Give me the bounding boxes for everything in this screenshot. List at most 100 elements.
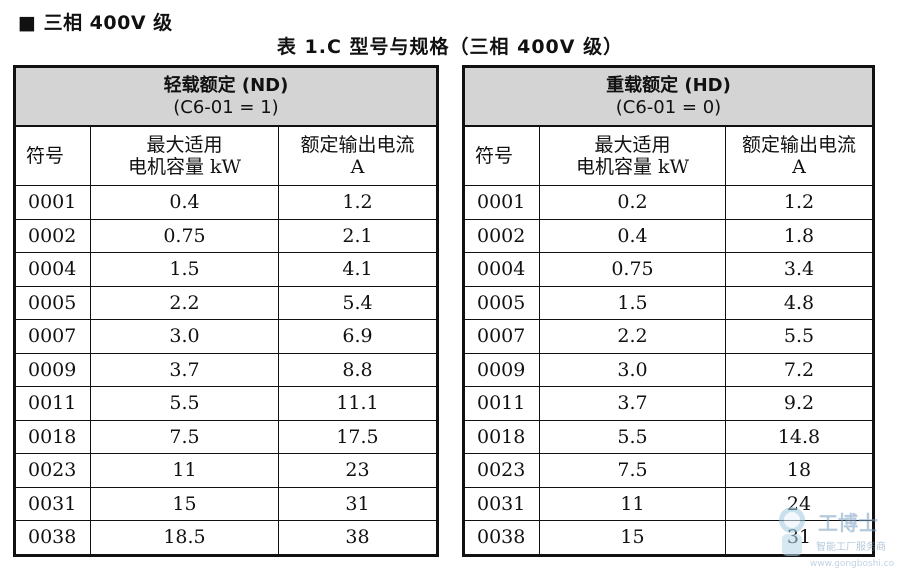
cell-rated-current: 17.5 xyxy=(278,419,438,454)
cell-rated-current: 1.2 xyxy=(278,185,438,220)
cell-model: 0011 xyxy=(14,386,91,421)
table-row: 0002 0.75 2.1 xyxy=(14,218,438,253)
table-row: 0023 11 23 xyxy=(14,453,438,488)
cell-rated-current: 1.2 xyxy=(725,185,874,220)
cell-motor-kw: 15 xyxy=(539,520,726,556)
nd-header-title: 轻载额定 (ND) xyxy=(163,74,289,96)
cell-motor-kw: 2.2 xyxy=(90,285,279,320)
col-header-motor-line2: 电机容量 kW xyxy=(575,156,690,178)
table-row: 0001 0.4 1.2 xyxy=(14,185,438,220)
hd-table-body: 0001 0.2 1.2 0002 0.4 1.8 0004 0.75 3.4 0005 1.5 4.… xyxy=(463,185,874,556)
watermark-brand: 工博士 xyxy=(818,511,878,535)
cell-motor-kw: 0.75 xyxy=(539,252,726,287)
table-row: 0001 0.2 1.2 xyxy=(463,185,874,220)
table-row: 0009 3.0 7.2 xyxy=(463,352,874,387)
table-row: 0002 0.4 1.8 xyxy=(463,218,874,253)
cell-motor-kw: 11 xyxy=(539,486,726,521)
cell-motor-kw: 1.5 xyxy=(90,252,279,287)
hd-table-header: 重载额定 (HD) (C6-01 = 0) xyxy=(463,66,874,127)
cell-model: 0005 xyxy=(463,285,540,320)
cell-model: 0038 xyxy=(14,520,91,556)
cell-motor-kw: 7.5 xyxy=(90,419,279,454)
cell-rated-current: 14.8 xyxy=(725,419,874,454)
col-header-current-line1: 额定输出电流 xyxy=(300,134,415,156)
col-header-current-line2: A xyxy=(350,156,365,178)
table-row: 0038 18.5 38 xyxy=(14,520,438,556)
cell-model: 0023 xyxy=(463,453,540,488)
col-header-rated-current: 额定输出电流 A xyxy=(725,125,874,186)
table-row: 0011 5.5 11.1 xyxy=(14,386,438,421)
cell-rated-current: 4.8 xyxy=(725,285,874,320)
cell-rated-current: 5.5 xyxy=(725,319,874,354)
table-row: 0004 0.75 3.4 xyxy=(463,252,874,287)
cell-model: 0007 xyxy=(14,319,91,354)
cell-model: 0004 xyxy=(463,252,540,287)
table-row: 0005 1.5 4.8 xyxy=(463,285,874,320)
cell-motor-kw: 1.5 xyxy=(539,285,726,320)
cell-rated-current: 31 xyxy=(278,486,438,521)
cell-model: 0009 xyxy=(14,352,91,387)
cell-model: 0031 xyxy=(14,486,91,521)
cell-motor-kw: 0.75 xyxy=(90,218,279,253)
cell-rated-current: 3.4 xyxy=(725,252,874,287)
cell-model: 0005 xyxy=(14,285,91,320)
watermark-tagline: 智能工厂服务商 xyxy=(816,540,886,553)
cell-model: 0031 xyxy=(463,486,540,521)
col-header-motor-line2: 电机容量 kW xyxy=(127,156,242,178)
cell-motor-kw: 15 xyxy=(90,486,279,521)
table-row: 0011 3.7 9.2 xyxy=(463,386,874,421)
cell-model: 0011 xyxy=(463,386,540,421)
cell-motor-kw: 3.7 xyxy=(90,352,279,387)
cell-model: 0001 xyxy=(463,185,540,220)
section-heading: ■ 三相 400V 级 xyxy=(18,12,173,34)
cell-rated-current: 1.8 xyxy=(725,218,874,253)
table-row: 0018 7.5 17.5 xyxy=(14,419,438,454)
cell-model: 0002 xyxy=(14,218,91,253)
cell-motor-kw: 0.2 xyxy=(539,185,726,220)
cell-rated-current: 38 xyxy=(278,520,438,556)
table-row: 0007 3.0 6.9 xyxy=(14,319,438,354)
cell-motor-kw: 5.5 xyxy=(539,419,726,454)
col-header-motor-line1: 最大适用 xyxy=(146,134,223,156)
watermark-logo: 工博士 智能工厂服务商 www.gongboshi.com xyxy=(779,507,895,569)
cell-model: 0018 xyxy=(463,419,540,454)
cell-rated-current: 11.1 xyxy=(278,386,438,421)
cell-model: 0018 xyxy=(14,419,91,454)
cell-model: 0009 xyxy=(463,352,540,387)
cell-motor-kw: 0.4 xyxy=(539,218,726,253)
col-header-current-line2: A xyxy=(792,156,806,178)
col-header-symbol: 符号 xyxy=(14,125,91,186)
nd-table-header: 轻载额定 (ND) (C6-01 = 1) xyxy=(14,66,438,127)
cell-rated-current: 7.2 xyxy=(725,352,874,387)
cell-motor-kw: 2.2 xyxy=(539,319,726,354)
cell-rated-current: 18 xyxy=(725,453,874,488)
cell-model: 0007 xyxy=(463,319,540,354)
table-row: 0023 7.5 18 xyxy=(463,453,874,488)
cell-rated-current: 4.1 xyxy=(278,252,438,287)
col-header-motor-capacity: 最大适用 电机容量 kW xyxy=(539,125,726,186)
col-header-current-line1: 额定输出电流 xyxy=(741,134,856,156)
watermark-site: www.gongboshi.com xyxy=(810,559,895,569)
cell-model: 0023 xyxy=(14,453,91,488)
table-row: 0031 11 24 xyxy=(463,486,874,521)
table-row: 0009 3.7 8.8 xyxy=(14,352,438,387)
cell-motor-kw: 18.5 xyxy=(90,520,279,556)
cell-motor-kw: 3.7 xyxy=(539,386,726,421)
robot-mascot-icon xyxy=(779,507,805,556)
cell-rated-current: 23 xyxy=(278,453,438,488)
cell-model: 0002 xyxy=(463,218,540,253)
cell-rated-current: 9.2 xyxy=(725,386,874,421)
table-row: 0004 1.5 4.1 xyxy=(14,252,438,287)
cell-motor-kw: 3.0 xyxy=(539,352,726,387)
col-header-rated-current: 额定输出电流 A xyxy=(278,125,438,186)
col-header-motor-line1: 最大适用 xyxy=(594,134,671,156)
table-caption: 表 1.C 型号与规格（三相 400V 级） xyxy=(276,36,624,58)
cell-model: 0004 xyxy=(14,252,91,287)
col-header-symbol: 符号 xyxy=(463,125,540,186)
hd-rating-table: 重载额定 (HD) (C6-01 = 0) 符号 最大适用 电机容量 kW 额定… xyxy=(462,65,875,557)
cell-motor-kw: 5.5 xyxy=(90,386,279,421)
nd-header-param: (C6-01 = 1) xyxy=(173,96,279,118)
table-row: 0031 15 31 xyxy=(14,486,438,521)
hd-header-title: 重载额定 (HD) xyxy=(606,74,731,96)
table-row: 0007 2.2 5.5 xyxy=(463,319,874,354)
